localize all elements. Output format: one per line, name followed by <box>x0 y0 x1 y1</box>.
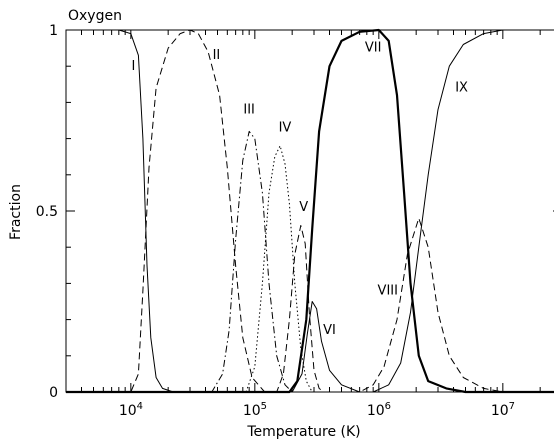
y-tick-label: 0.5 <box>36 204 58 220</box>
series-line-vii <box>66 28 554 394</box>
series-label: IV <box>279 120 292 135</box>
x-tick-label: 105 <box>243 401 267 419</box>
x-tick-label: 106 <box>367 401 391 419</box>
series-label: VI <box>323 323 336 338</box>
series-label: III <box>243 102 255 117</box>
series-line-iii <box>66 130 554 393</box>
series-label: II <box>213 48 221 63</box>
plot-frame <box>65 29 554 393</box>
series-label: VII <box>365 41 382 56</box>
series-line-i <box>66 29 554 393</box>
series-label: V <box>299 200 308 215</box>
axis-ticks: 104 105 106 107 0 0.5 1 <box>36 23 554 419</box>
series-line-ii <box>66 29 554 393</box>
x-tick-label: 104 <box>119 401 143 419</box>
y-tick-label: 0 <box>49 385 58 401</box>
series-line-v <box>66 225 554 393</box>
series-line-iv <box>66 145 554 393</box>
series-line-vi <box>66 301 554 393</box>
series-label: VIII <box>378 283 398 298</box>
series-line-viii <box>66 217 554 393</box>
x-axis-label: Temperature (K) <box>246 424 360 440</box>
series-label: I <box>132 59 136 74</box>
series-label: IX <box>455 81 468 96</box>
y-axis-label: Fraction <box>8 184 24 240</box>
series-curves <box>66 28 554 394</box>
chart-title: Oxygen <box>68 8 122 24</box>
x-tick-label: 107 <box>491 401 515 419</box>
y-tick-label: 1 <box>49 23 58 39</box>
series-line-ix <box>66 29 554 393</box>
